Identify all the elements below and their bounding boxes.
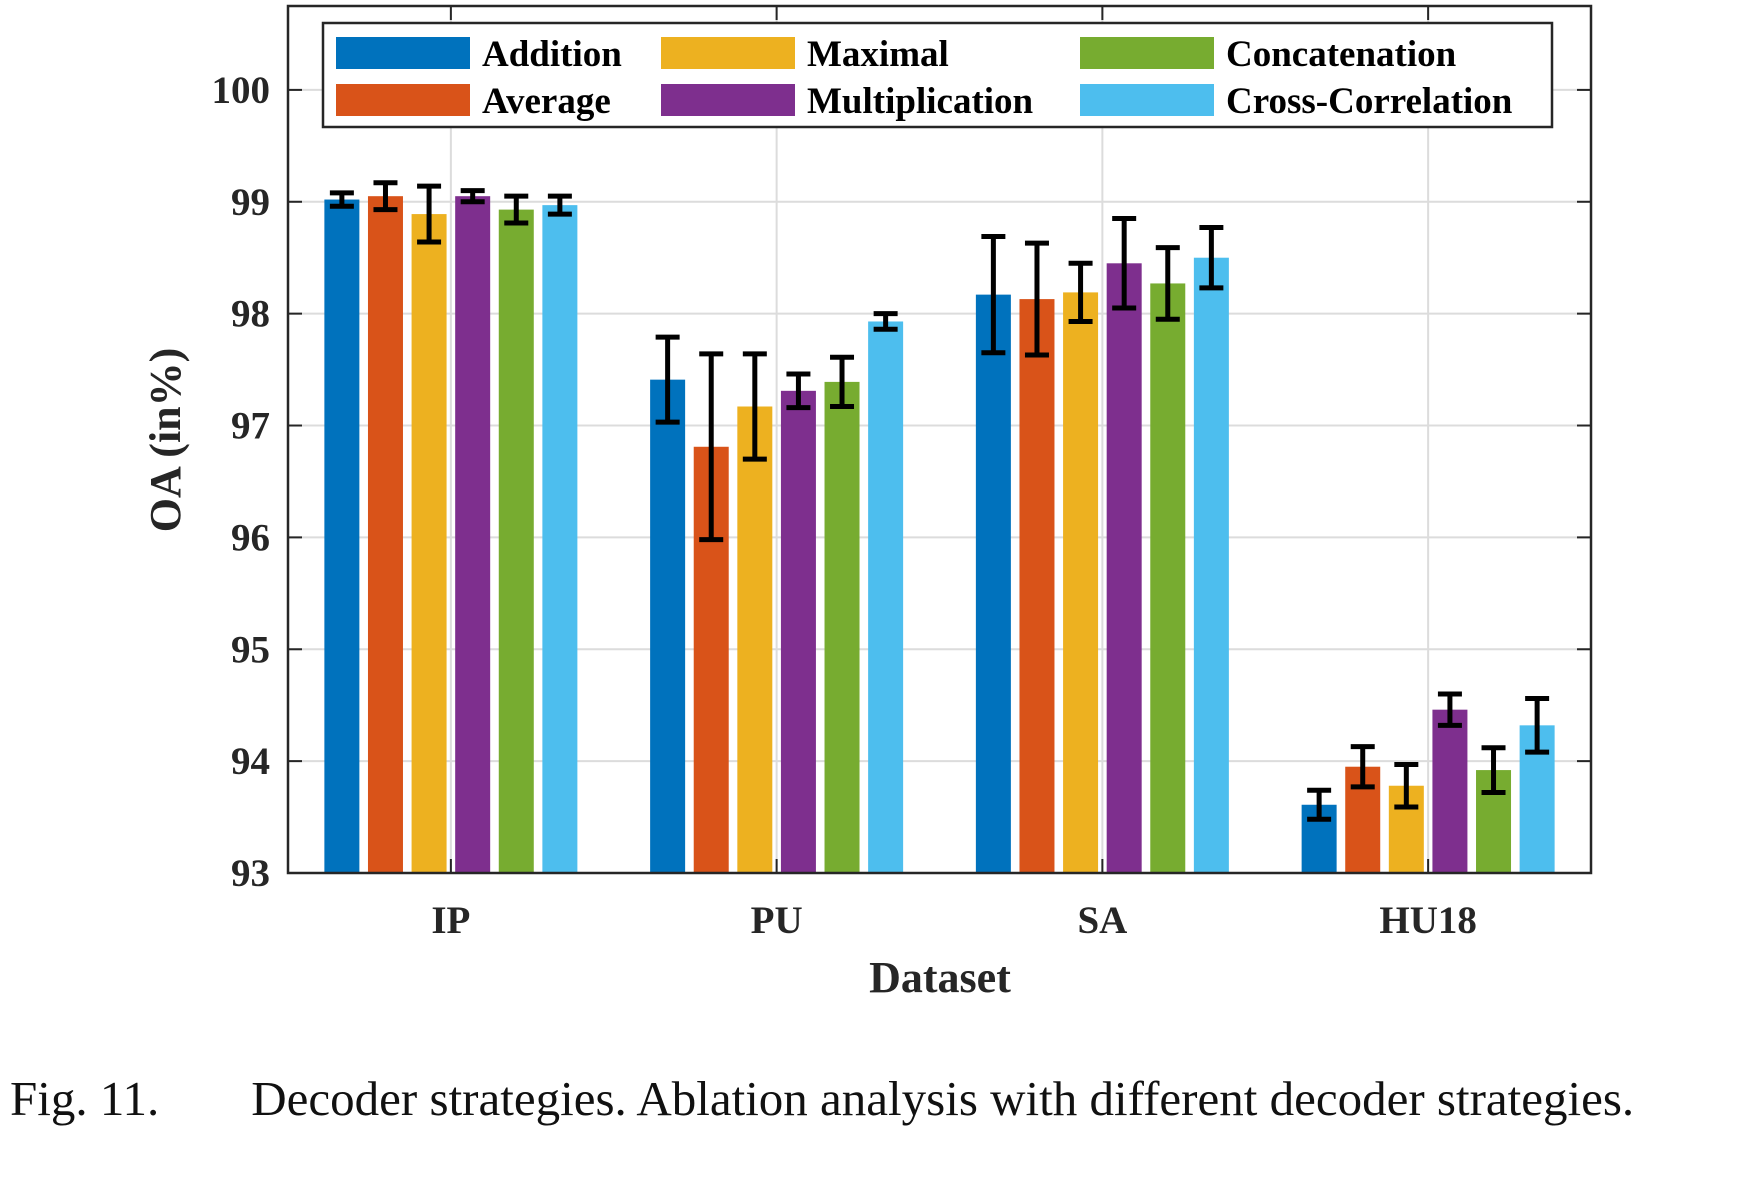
figure-caption: Fig. 11. Decoder strategies. Ablation ana… (10, 1068, 1742, 1130)
y-tick-label: 100 (212, 69, 271, 112)
legend-item: Multiplication (661, 81, 1034, 122)
legend-box (321, 21, 1554, 129)
y-tick-label: 94 (231, 740, 270, 783)
legend-swatch (336, 84, 470, 116)
bar (1193, 257, 1229, 873)
legend-label: Cross-Correlation (1226, 81, 1513, 122)
y-tick-label: 99 (231, 181, 270, 224)
bar (1432, 709, 1468, 873)
bar (650, 379, 686, 873)
bar (824, 381, 860, 873)
x-tick-label: SA (1077, 899, 1127, 942)
legend-swatch (336, 37, 470, 69)
caption-label: Fig. 11. (10, 1071, 160, 1126)
x-tick-label: PU (751, 899, 803, 942)
legend-item: Cross-Correlation (1080, 81, 1513, 122)
legend-swatch (1080, 37, 1214, 69)
y-tick-label: 97 (231, 405, 270, 448)
bar (411, 214, 447, 873)
axes: 93 94 95 96 97 98 99 100 IP PU SA HU18 (212, 4, 1593, 942)
bar (975, 294, 1011, 874)
legend-swatch (1080, 84, 1214, 116)
legend-item: Concatenation (1080, 34, 1457, 75)
bar (542, 205, 578, 874)
legend-swatch (661, 84, 795, 116)
caption-text: Decoder strategies. Ablation analysis wi… (251, 1071, 1635, 1126)
legend-item: Average (336, 81, 611, 122)
bar (324, 199, 360, 874)
bar-chart: 93 94 95 96 97 98 99 100 IP PU SA HU18 Addition Aver… (141, 4, 1593, 1000)
legend-item: Maximal (661, 34, 949, 75)
bar (1150, 283, 1186, 873)
bar (498, 209, 534, 873)
legend: Addition Average Maximal Multiplication Conc… (321, 21, 1554, 129)
legend-label: Addition (482, 34, 622, 75)
legend-item: Addition (336, 34, 622, 75)
legend-label: Maximal (807, 34, 949, 75)
bar (1106, 263, 1142, 873)
plot-frame (286, 4, 1593, 875)
y-axis-label: OA (in%) (141, 348, 190, 533)
bar (367, 196, 403, 873)
y-tick-label: 96 (231, 516, 270, 559)
legend-label: Average (482, 81, 611, 122)
legend-label: Concatenation (1226, 34, 1457, 75)
legend-swatch (661, 37, 795, 69)
y-tick-label: 93 (231, 852, 270, 895)
legend-label: Multiplication (807, 81, 1034, 122)
bar (868, 321, 904, 873)
bar (780, 390, 816, 873)
bar (455, 196, 491, 873)
x-axis-label: Dataset (869, 953, 1011, 1000)
bars (324, 180, 1555, 874)
bar (1063, 292, 1099, 874)
x-tick-label: HU18 (1379, 899, 1477, 942)
x-tick-label: IP (431, 899, 470, 942)
y-tick-label: 95 (231, 628, 270, 671)
y-tick-label: 98 (231, 293, 270, 336)
bar (1019, 299, 1055, 873)
bar (737, 406, 773, 873)
